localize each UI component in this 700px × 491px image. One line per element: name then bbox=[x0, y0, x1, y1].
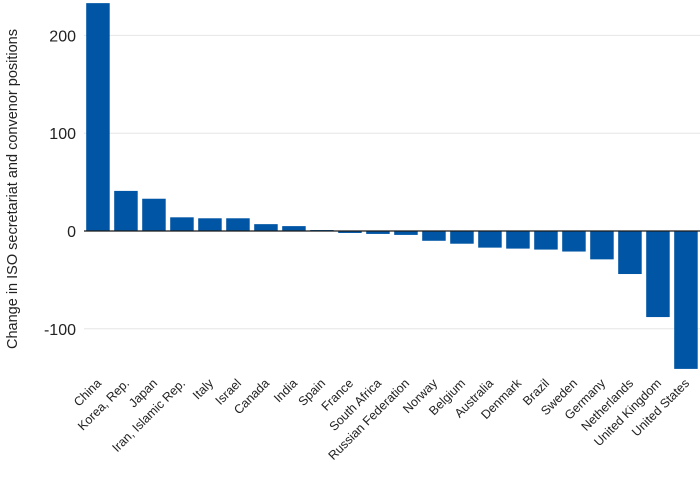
bar bbox=[422, 231, 446, 241]
bar bbox=[394, 231, 418, 235]
bar bbox=[562, 231, 586, 252]
bars bbox=[86, 3, 698, 369]
bar bbox=[646, 231, 670, 318]
bar bbox=[618, 231, 642, 275]
bar bbox=[366, 231, 390, 234]
bar bbox=[114, 190, 138, 231]
y-tick-label: 100 bbox=[49, 126, 76, 143]
bar bbox=[450, 231, 474, 244]
gridlines bbox=[84, 34, 700, 330]
bar bbox=[142, 198, 166, 231]
bar bbox=[534, 231, 558, 250]
y-axis-ticks: -100 0 100 200 bbox=[44, 28, 76, 338]
bar bbox=[674, 231, 698, 369]
bar bbox=[282, 226, 306, 231]
bar bbox=[170, 217, 194, 231]
bar bbox=[478, 231, 502, 248]
y-tick-label: 200 bbox=[49, 28, 76, 45]
bar bbox=[226, 218, 250, 231]
y-axis-title: Change in ISO secretariat and convenor p… bbox=[5, 29, 21, 349]
bar bbox=[254, 224, 278, 231]
bar bbox=[506, 231, 530, 249]
x-tick-label: India bbox=[271, 376, 300, 405]
bar bbox=[86, 3, 110, 231]
bar bbox=[198, 218, 222, 231]
y-tick-label: 0 bbox=[67, 224, 76, 241]
bar bbox=[338, 231, 362, 233]
bar bbox=[590, 231, 614, 260]
y-tick-label: -100 bbox=[44, 322, 76, 339]
